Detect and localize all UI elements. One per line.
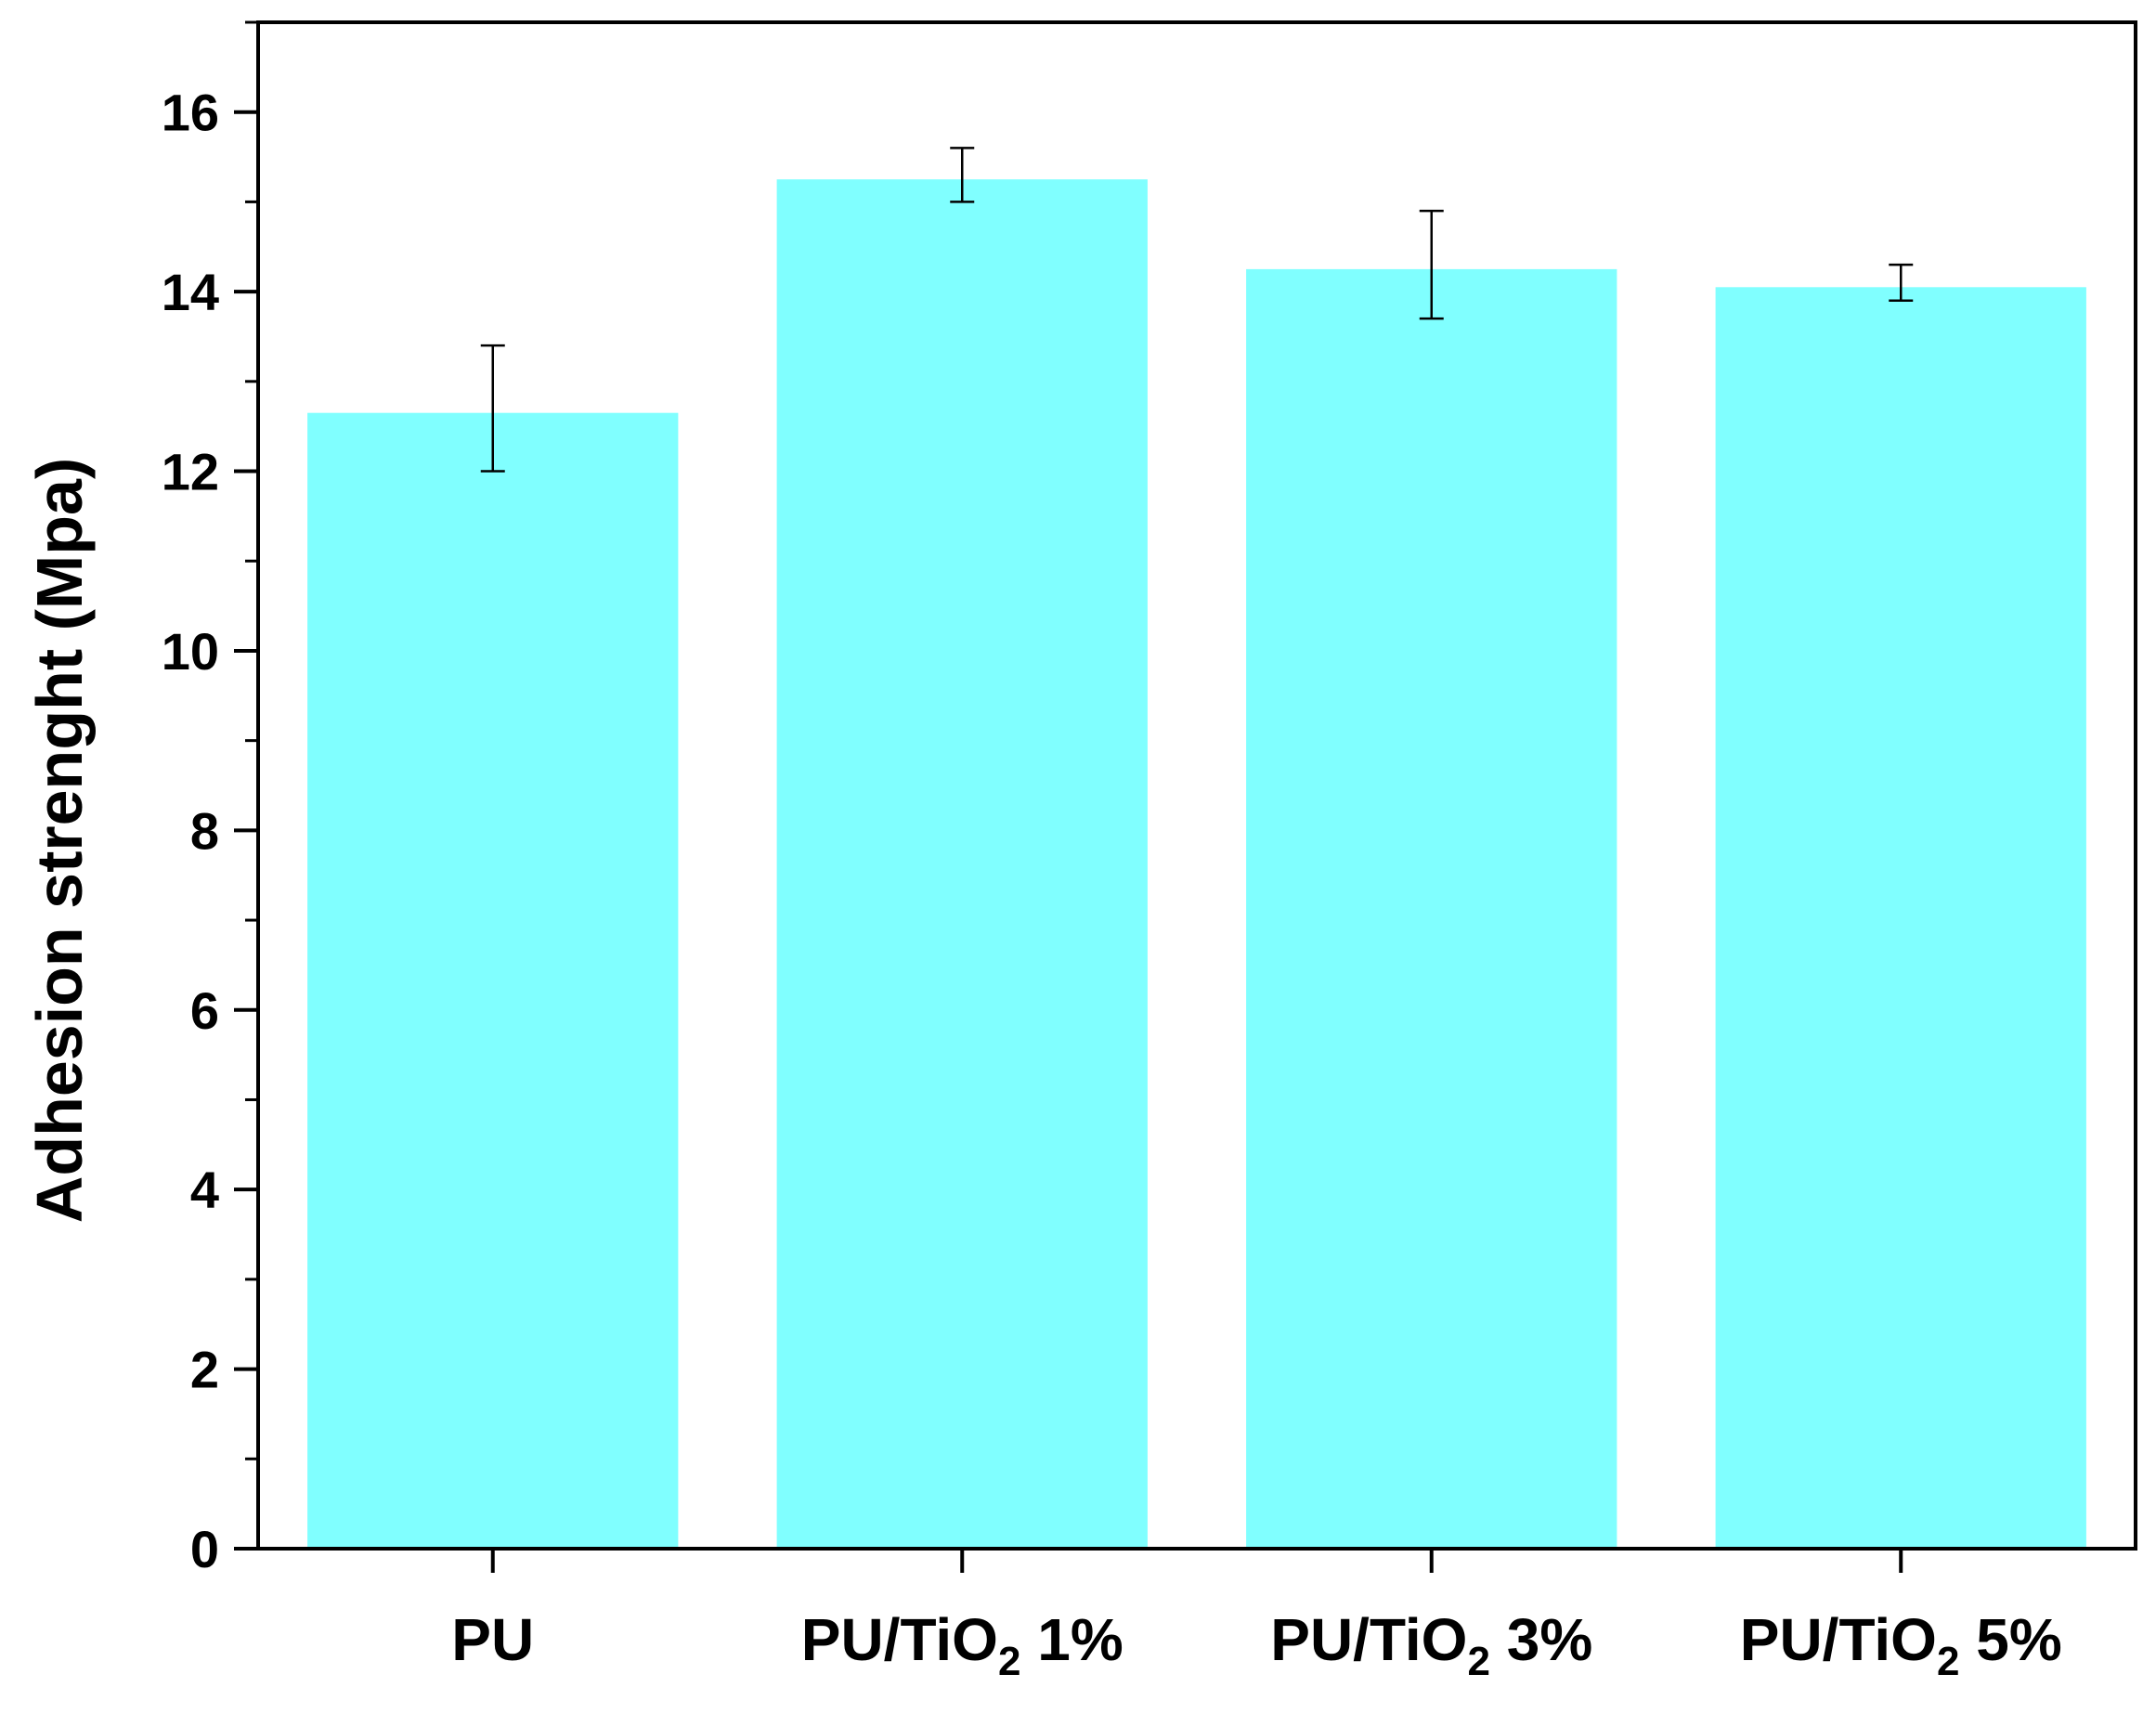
y-tick-label: 14: [162, 263, 219, 321]
x-tick-label: PU/TiO2 3%: [1270, 1606, 1592, 1684]
bar-4: [1715, 287, 2086, 1549]
y-tick-label: 12: [162, 443, 219, 501]
x-tick-label: PU/TiO2 5%: [1740, 1606, 2062, 1684]
error-bar-3: [1419, 209, 1444, 320]
bar-3: [1246, 268, 1617, 1549]
y-tick-label: 16: [162, 84, 219, 142]
x-tick-label: PU/TiO2 1%: [801, 1606, 1123, 1684]
y-tick-label: 2: [190, 1341, 219, 1399]
y-axis-title: Adhesion strenght (Mpa): [23, 458, 96, 1223]
y-tick-label: 0: [190, 1520, 219, 1578]
y-tick-label: 8: [190, 801, 219, 860]
error-bar-2: [950, 147, 975, 203]
y-tick-label: 6: [190, 981, 219, 1040]
error-bar-1: [480, 344, 505, 473]
y-tick-label: 10: [162, 622, 219, 681]
y-tick-label: 4: [190, 1161, 219, 1219]
error-bars-layer: [480, 147, 1914, 473]
bar-1: [307, 412, 679, 1550]
bar-2: [776, 179, 1148, 1550]
plot-frame: [256, 20, 2137, 1551]
x-tick-label: PU: [451, 1606, 534, 1673]
bars-layer: [307, 179, 2086, 1550]
labels-layer: 0 2 4 6 8 10 12 14 16 PU PU/TiO2 1% PU/TiO2 3% PU/Ti…: [162, 84, 2062, 1684]
error-bar-4: [1889, 263, 1914, 303]
axes-layer: [234, 20, 2137, 1573]
